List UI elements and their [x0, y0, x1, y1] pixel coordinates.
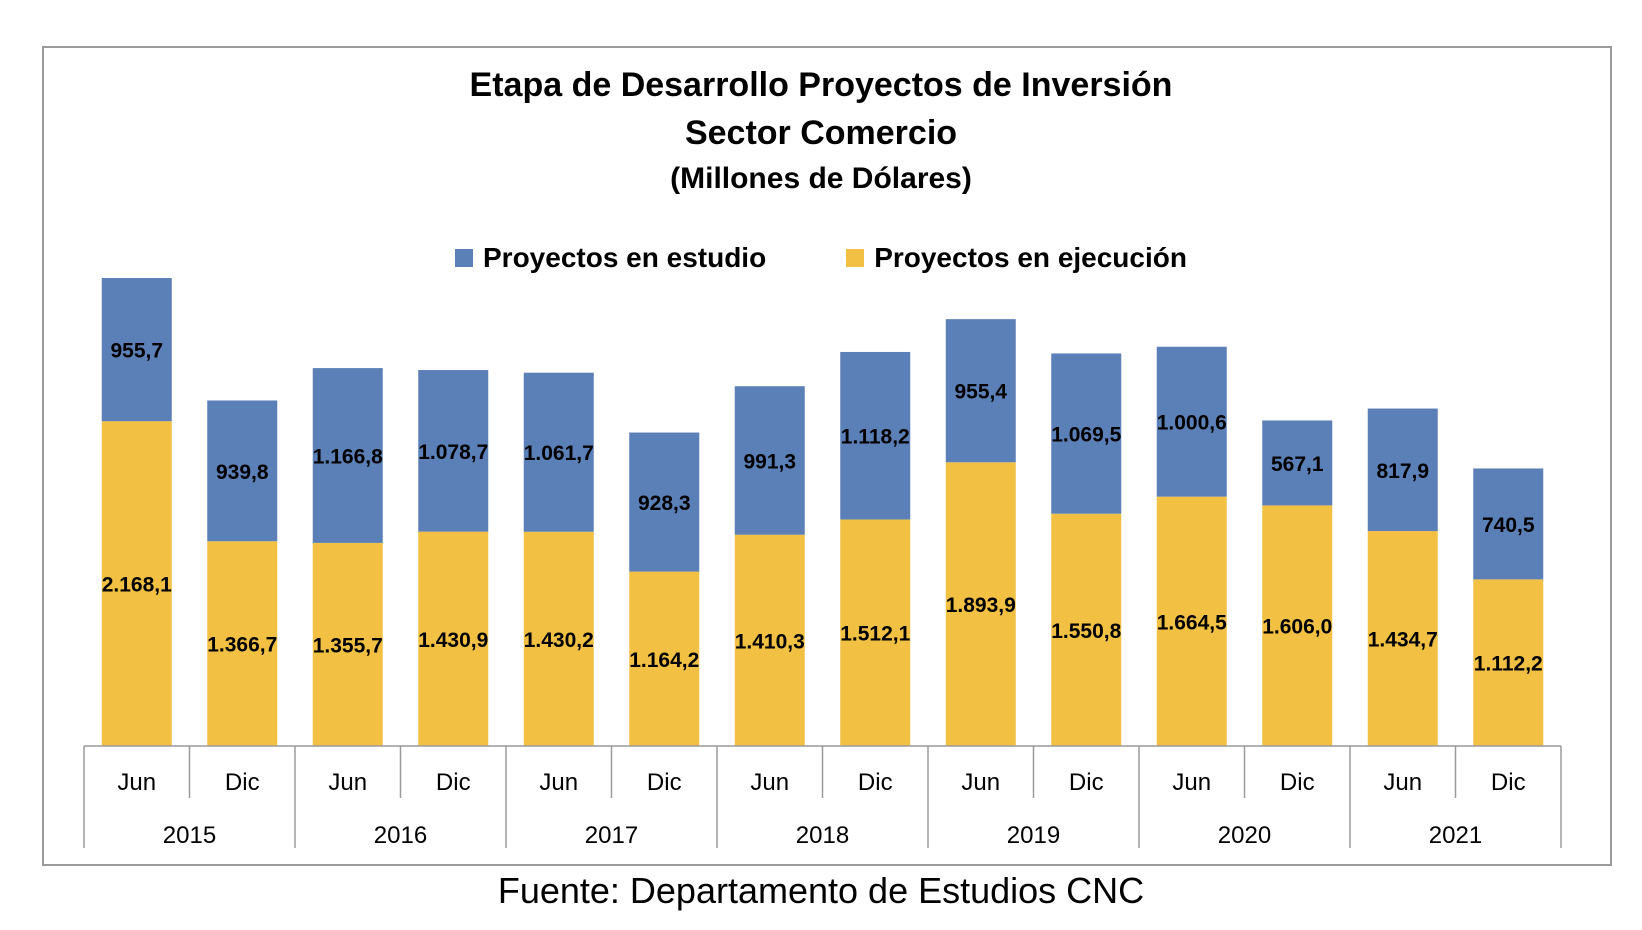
data-label-estudio: 740,5: [1482, 514, 1535, 537]
legend-item-estudio: Proyectos en estudio: [455, 242, 766, 274]
tick-label-year: 2019: [1007, 822, 1060, 849]
chart-legend: Proyectos en estudio Proyectos en ejecuc…: [0, 242, 1642, 274]
data-label-ejecucion: 1.112,2: [1474, 653, 1543, 676]
tick-label-month: Jun: [1172, 769, 1211, 796]
bar-ejecucion: [840, 519, 911, 746]
legend-label-estudio: Proyectos en estudio: [483, 242, 767, 273]
tick-label-month: Jun: [1383, 769, 1422, 796]
data-label-ejecucion: 1.164,2: [629, 649, 699, 672]
tick-label-month: Jun: [328, 769, 367, 796]
bar-estudio: [207, 400, 278, 542]
bar-estudio: [734, 386, 805, 535]
data-label-ejecucion: 1.512,1: [840, 623, 910, 646]
bar-estudio: [101, 278, 172, 422]
tick-label-year: 2018: [796, 822, 849, 849]
bar-estudio: [1262, 420, 1333, 506]
bar-estudio: [840, 351, 911, 520]
data-label-ejecucion: 1.410,3: [735, 630, 805, 653]
data-label-ejecucion: 2.168,1: [102, 574, 172, 597]
data-label-ejecucion: 1.430,2: [524, 629, 594, 652]
legend-item-ejecucion: Proyectos en ejecución: [846, 242, 1187, 274]
bar-estudio: [418, 370, 489, 532]
tick-label-month: Dic: [1069, 769, 1104, 796]
tick-label-month: Dic: [1491, 769, 1526, 796]
data-label-ejecucion: 1.664,5: [1157, 611, 1227, 634]
tick-label-year: 2020: [1218, 822, 1271, 849]
data-label-ejecucion: 1.550,8: [1051, 620, 1121, 643]
data-label-ejecucion: 1.606,0: [1262, 616, 1332, 639]
bar-estudio: [1473, 468, 1544, 580]
tick-label-month: Jun: [539, 769, 578, 796]
data-label-ejecucion: 1.893,9: [946, 594, 1016, 617]
legend-label-ejecucion: Proyectos en ejecución: [874, 242, 1187, 273]
data-label-ejecucion: 1.355,7: [313, 634, 383, 657]
data-label-estudio: 1.061,7: [524, 442, 594, 465]
bar-ejecucion: [523, 531, 594, 746]
data-label-estudio: 567,1: [1271, 453, 1324, 476]
chart-unit-line: (Millones de Dólares): [670, 162, 972, 195]
bar-estudio: [945, 319, 1016, 463]
legend-swatch-estudio: [455, 249, 473, 267]
chart-subtitle: Sector Comercio: [684, 114, 958, 152]
bar-estudio: [1367, 408, 1438, 532]
data-label-estudio: 1.118,2: [841, 426, 910, 449]
data-label-estudio: 928,3: [638, 492, 691, 515]
tick-label-year: 2016: [374, 822, 427, 849]
data-label-estudio: 939,8: [216, 461, 269, 484]
data-label-estudio: 1.166,8: [313, 446, 383, 469]
source-note: Fuente: Departamento de Estudios CNC: [497, 870, 1145, 911]
bar-estudio: [312, 368, 383, 543]
bar-ejecucion: [1051, 513, 1122, 746]
bar-chart-plot: 2.168,1 955,7 1.366,7 939,8 1.355,7 1.166,8 1.…: [83, 278, 1562, 849]
tick-label-month: Dic: [225, 769, 260, 796]
data-label-ejecucion: 1.434,7: [1368, 629, 1438, 652]
tick-label-month: Dic: [858, 769, 893, 796]
chart-frame: [42, 46, 1612, 866]
bar-ejecucion: [1156, 496, 1227, 746]
tick-label-month: Jun: [961, 769, 1000, 796]
data-label-estudio: 955,4: [954, 381, 1007, 404]
tick-label-year: 2015: [163, 822, 216, 849]
data-label-estudio: 955,7: [110, 340, 163, 363]
data-label-ejecucion: 1.366,7: [207, 634, 277, 657]
tick-label-month: Dic: [647, 769, 682, 796]
data-label-ejecucion: 1.430,9: [418, 629, 488, 652]
legend-swatch-ejecucion: [846, 249, 865, 267]
bar-ejecucion: [945, 462, 1016, 746]
tick-label-month: Dic: [436, 769, 471, 796]
bar-ejecucion: [1473, 579, 1544, 746]
bar-estudio: [523, 372, 594, 532]
bar-ejecucion: [207, 541, 278, 746]
data-label-estudio: 1.000,6: [1157, 412, 1227, 435]
bar-estudio: [1156, 346, 1227, 497]
data-label-estudio: 991,3: [743, 450, 796, 473]
bar-ejecucion: [418, 531, 489, 746]
tick-label-month: Dic: [1280, 769, 1315, 796]
bar-estudio: [629, 432, 700, 572]
data-label-estudio: 817,9: [1376, 460, 1429, 483]
tick-label-month: Jun: [750, 769, 789, 796]
bar-ejecucion: [1367, 531, 1438, 746]
bar-ejecucion: [734, 534, 805, 746]
tick-label-year: 2017: [585, 822, 638, 849]
tick-label-year: 2021: [1429, 822, 1482, 849]
bar-ejecucion: [1262, 505, 1333, 746]
data-label-estudio: 1.069,5: [1051, 424, 1121, 447]
tick-label-month: Jun: [117, 769, 156, 796]
bar-ejecucion: [101, 421, 172, 746]
bar-ejecucion: [629, 571, 700, 746]
bar-estudio: [1051, 353, 1122, 514]
data-label-estudio: 1.078,7: [418, 441, 488, 464]
bar-ejecucion: [312, 542, 383, 746]
chart-title: Etapa de Desarrollo Proyectos de Inversi…: [469, 66, 1173, 104]
